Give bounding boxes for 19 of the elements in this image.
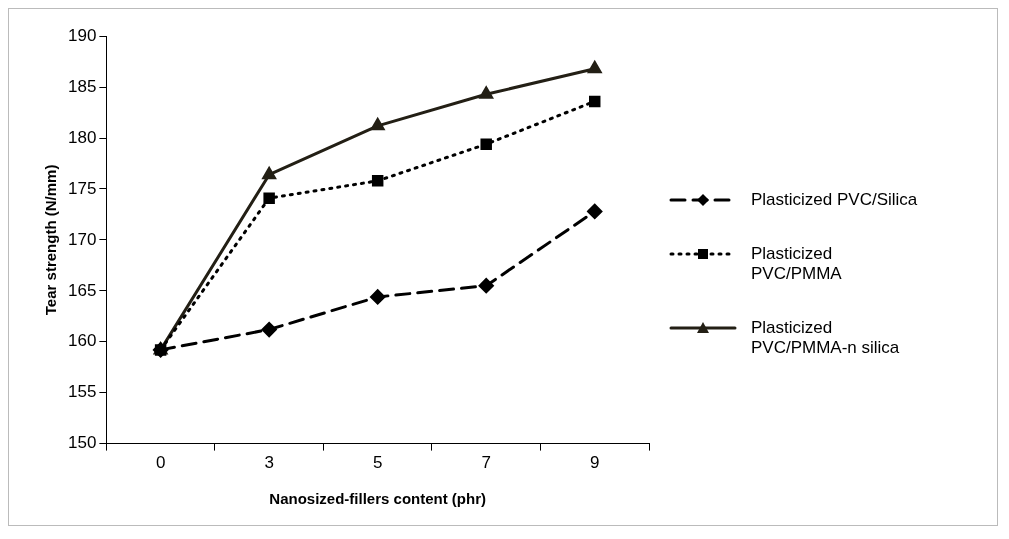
y-tick-label: 165 <box>67 280 97 300</box>
y-tick-label: 175 <box>67 178 97 198</box>
legend-label: Plasticized PVC/Silica <box>751 190 919 210</box>
legend-label: Plasticized PVC/PMMA <box>751 244 843 284</box>
y-tick-label: 150 <box>67 433 97 453</box>
x-tick-label: 9 <box>590 453 600 473</box>
y-tick-label: 160 <box>67 331 97 351</box>
x-axis-title: Nanosized-fillers content (phr) <box>269 490 487 508</box>
x-tick-label: 3 <box>264 453 274 473</box>
x-tick-label: 0 <box>155 453 166 473</box>
legend-label: Plasticized PVC/PMMA-n silica <box>751 318 901 358</box>
y-tick-label: 190 <box>67 25 97 45</box>
y-tick-label: 170 <box>67 229 97 249</box>
x-tick-label: 5 <box>372 453 383 473</box>
y-tick-label: 185 <box>67 76 97 96</box>
y-tick-label: 180 <box>67 127 97 147</box>
x-tick-label: 7 <box>481 453 491 473</box>
y-tick-label: 155 <box>67 382 97 402</box>
y-axis-title: Tear strength (N/mm) <box>42 164 60 316</box>
